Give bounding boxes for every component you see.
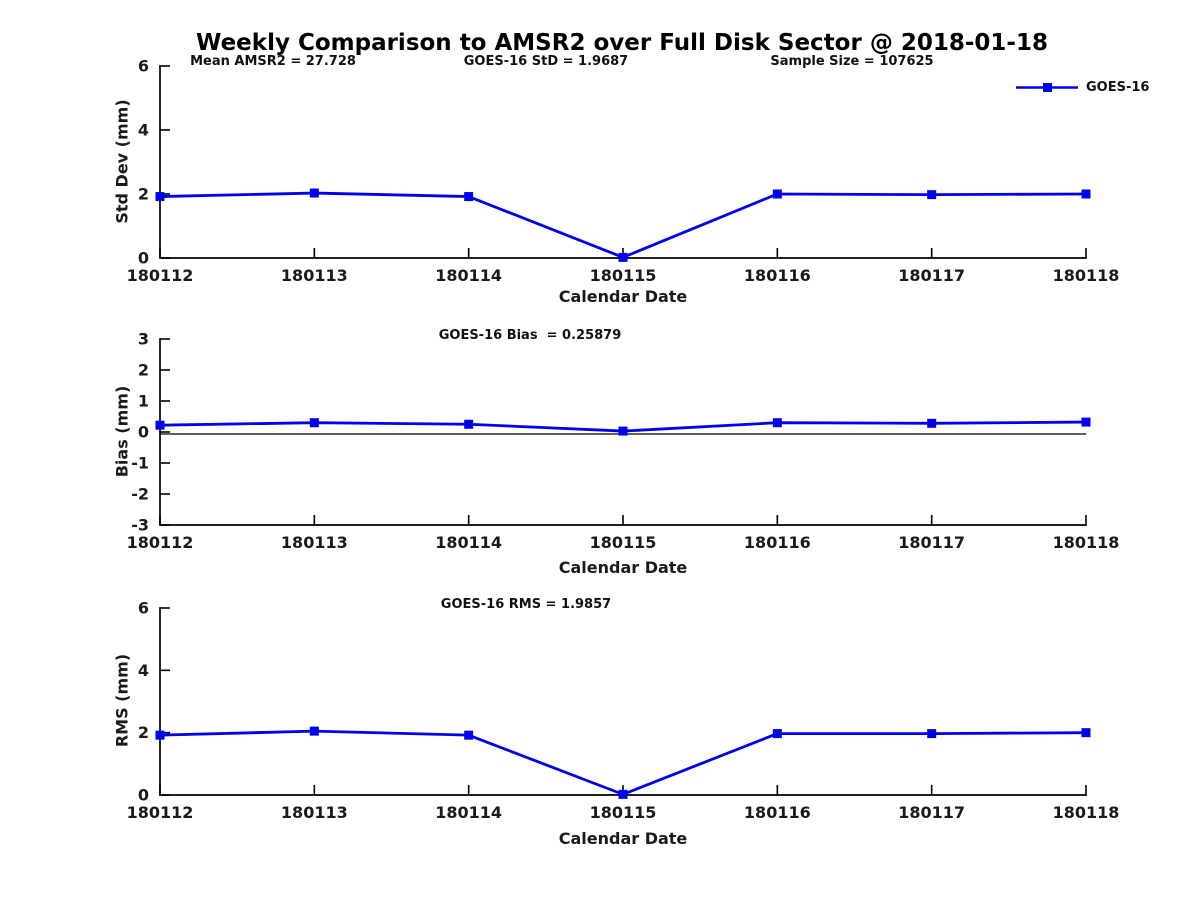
data-point <box>155 420 165 430</box>
data-line <box>158 191 1088 259</box>
y-tick-label: 2 <box>138 185 149 204</box>
x-tick-label: 180113 <box>281 533 348 552</box>
y-tick-label: -1 <box>131 454 149 473</box>
figure-title: Weekly Comparison to AMSR2 over Full Dis… <box>196 30 1048 56</box>
axis-line <box>159 607 1087 796</box>
x-tick-label: 180114 <box>435 803 502 822</box>
x-axis-label-2: Calendar Date <box>558 558 688 577</box>
y-tick-label: 6 <box>138 57 149 76</box>
data-point <box>155 192 165 202</box>
legend-line-marker-icon <box>1016 83 1078 92</box>
data-point <box>309 418 319 428</box>
data-point <box>1081 417 1091 427</box>
x-tick-label: 180113 <box>281 803 348 822</box>
data-point <box>1081 728 1091 738</box>
y-tick-label: 2 <box>138 361 149 380</box>
x-axis-label-1: Calendar Date <box>558 287 688 306</box>
x-tick-label: 180118 <box>1053 533 1120 552</box>
annotation-goes16-std: GOES-16 StD = 1.9687 <box>463 54 629 69</box>
x-tick-label: 180112 <box>127 803 194 822</box>
x-axis-label-3: Calendar Date <box>558 829 688 848</box>
legend-label: GOES-16 <box>1086 80 1150 95</box>
x-tick-label: 180114 <box>435 266 502 285</box>
x-tick-label: 180116 <box>744 803 811 822</box>
x-tick-label: 180115 <box>590 533 657 552</box>
x-tick-label: 180114 <box>435 533 502 552</box>
axis-line <box>159 65 1087 259</box>
x-tick-label: 180118 <box>1053 803 1120 822</box>
data-point <box>464 192 474 202</box>
x-tick-label: 180113 <box>281 266 348 285</box>
x-tick-label: 180115 <box>590 803 657 822</box>
y-tick-label: 6 <box>138 599 149 618</box>
data-point <box>772 418 782 428</box>
data-point <box>155 730 165 740</box>
y-tick-label: 4 <box>138 121 149 140</box>
data-point <box>464 419 474 429</box>
x-tick-label: 180117 <box>898 803 965 822</box>
data-line <box>158 729 1088 796</box>
annotation-goes16-rms: GOES-16 RMS = 1.9857 <box>440 597 612 612</box>
data-point <box>618 426 628 436</box>
x-tick-label: 180115 <box>590 266 657 285</box>
data-point <box>927 190 937 200</box>
data-point <box>927 729 937 739</box>
x-tick-label: 180112 <box>127 533 194 552</box>
data-point <box>1081 189 1091 199</box>
y-tick-label: 0 <box>138 423 149 442</box>
data-point <box>772 729 782 739</box>
legend: GOES-16 <box>1016 80 1149 95</box>
annotation-goes16-bias: GOES-16 Bias = 0.25879 <box>438 328 622 343</box>
y-tick-label: 0 <box>138 786 149 805</box>
x-tick-label: 180117 <box>898 266 965 285</box>
y-tick-label: 2 <box>138 723 149 742</box>
x-tick-label: 180118 <box>1053 266 1120 285</box>
x-tick-label: 180117 <box>898 533 965 552</box>
y-tick-label: 4 <box>138 661 149 680</box>
y-tick-label: 0 <box>138 249 149 268</box>
data-point <box>927 418 937 428</box>
y-tick-label: -2 <box>131 485 149 504</box>
data-point <box>464 730 474 740</box>
data-point <box>618 789 628 799</box>
annotation-sample-size: Sample Size = 107625 <box>770 54 934 69</box>
x-tick-label: 180116 <box>744 533 811 552</box>
x-tick-label: 180116 <box>744 266 811 285</box>
data-point <box>772 189 782 199</box>
data-point <box>618 252 628 262</box>
data-point <box>309 726 319 736</box>
x-tick-label: 180112 <box>127 266 194 285</box>
y-tick-label: 3 <box>138 330 149 349</box>
annotation-mean-amsr2: Mean AMSR2 = 27.728 <box>190 54 356 69</box>
data-point <box>309 188 319 198</box>
y-tick-label: -3 <box>131 516 149 535</box>
y-tick-label: 1 <box>138 392 149 411</box>
